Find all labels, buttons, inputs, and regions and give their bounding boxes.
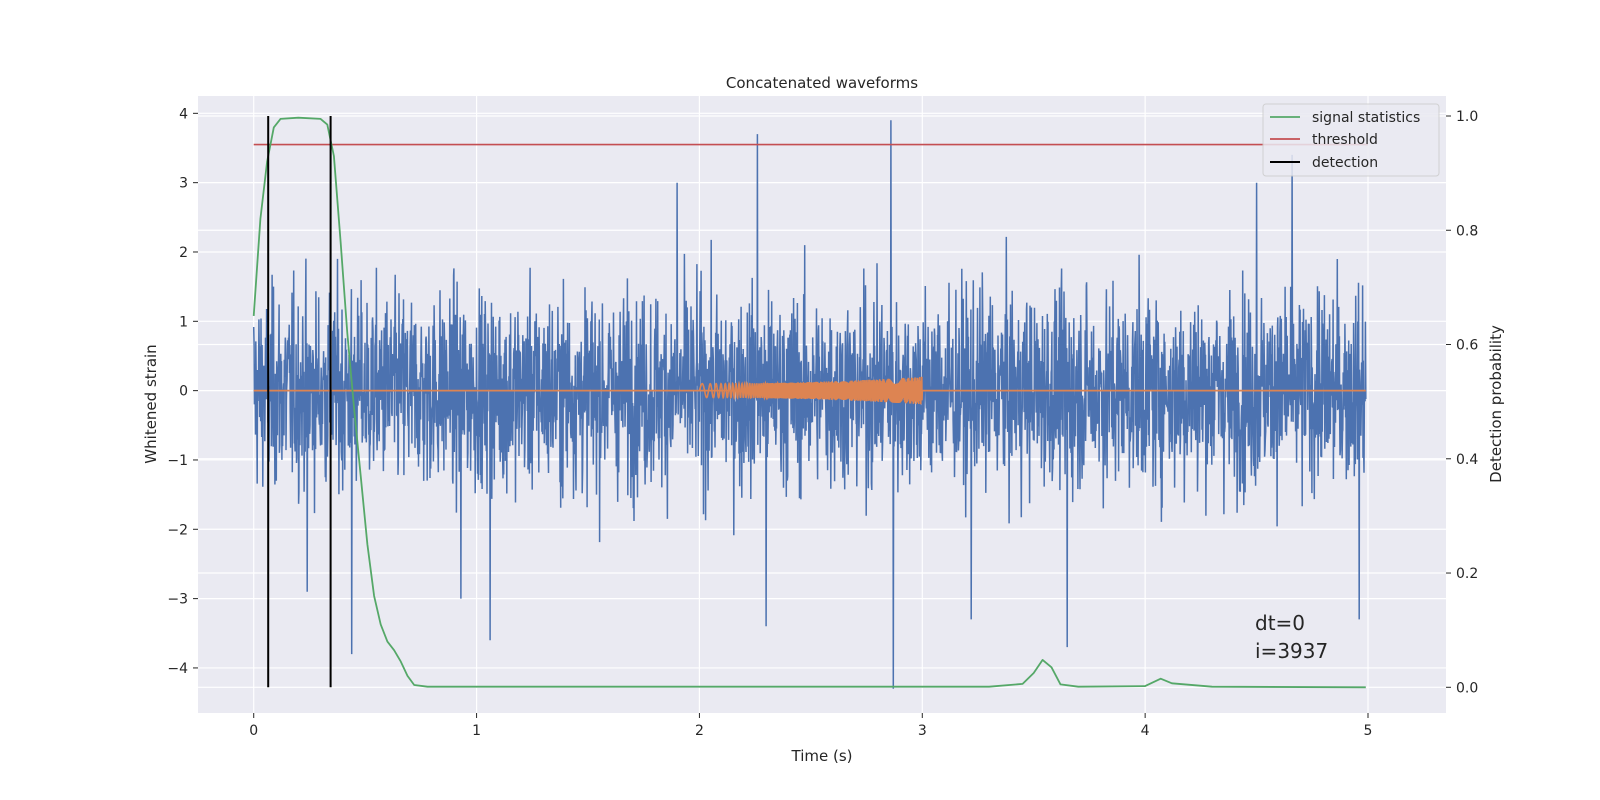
strain-series-line: [252, 120, 1367, 689]
x-tick-label: 4: [1141, 723, 1150, 739]
y-axis-title: Whitened strain: [142, 344, 160, 463]
y-tick-label: −1: [167, 453, 188, 469]
plot-area: [252, 115, 1368, 689]
y2-tick-label: 0.0: [1456, 680, 1478, 696]
chart-title: Concatenated waveforms: [726, 74, 918, 92]
y-tick-label: −3: [167, 592, 188, 608]
y-tick-label: −2: [167, 522, 188, 538]
legend-label-threshold: threshold: [1312, 132, 1378, 148]
y2-axis-title: Detection probability: [1487, 325, 1505, 483]
annotation-dt: dt=0: [1255, 611, 1305, 635]
annotation-index: i=3937: [1255, 639, 1328, 663]
waveform-chirp-line: [698, 376, 924, 405]
legend-box: [1262, 103, 1440, 177]
y-tick-label: 0: [179, 384, 188, 400]
y2-tick-label: 0.6: [1456, 338, 1478, 354]
legend-label-detection: detection: [1312, 155, 1378, 171]
x-tick-label: 0: [249, 723, 258, 739]
legend-label-signal-statistics: signal statistics: [1312, 110, 1420, 126]
y2-tick-label: 0.8: [1456, 223, 1478, 239]
axes: 0 1 2 3 4 5 −4 −3 −2 −1 0 1 2 3 4 0.0 0.2 0.4 0.6 0.8 1.0: [167, 106, 1478, 739]
signal-statistics-line: [252, 116, 1366, 689]
y-tick-label: 3: [179, 176, 188, 192]
y-tick-label: −4: [167, 661, 188, 677]
x-tick-label: 1: [472, 723, 481, 739]
y-tick-label: 4: [179, 106, 188, 122]
x-axis-title: Time (s): [791, 747, 853, 765]
y-tick-label: 1: [179, 314, 188, 330]
x-tick-label: 2: [695, 723, 704, 739]
x-tick-label: 3: [918, 723, 927, 739]
y2-tick-label: 1.0: [1456, 109, 1478, 125]
y2-tick-label: 0.2: [1456, 566, 1478, 582]
y-tick-label: 2: [179, 245, 188, 261]
y2-tick-label: 0.4: [1456, 452, 1478, 468]
x-tick-label: 5: [1364, 723, 1373, 739]
legend: signal statistics threshold detection: [1262, 103, 1440, 177]
